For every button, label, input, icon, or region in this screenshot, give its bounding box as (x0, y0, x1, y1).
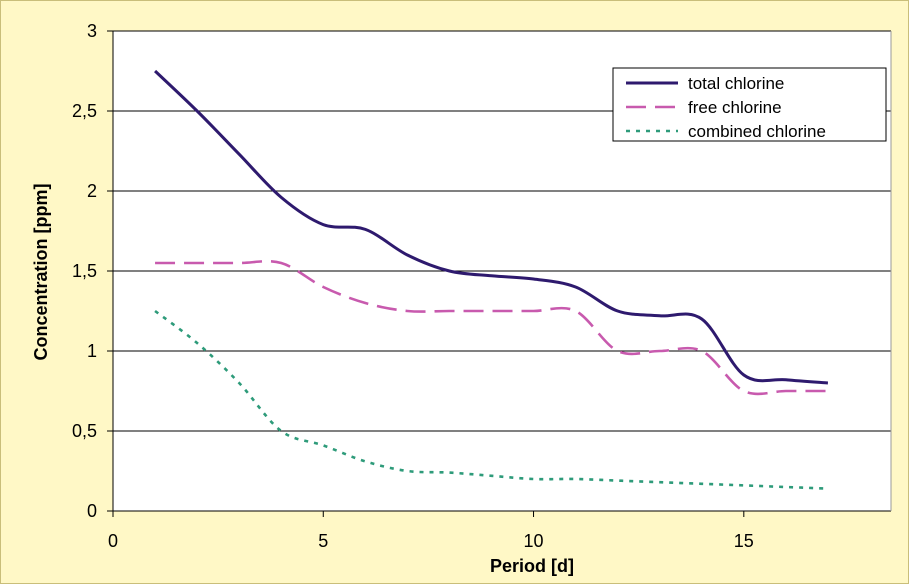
y-axis-title: Concentration [ppm] (31, 184, 51, 361)
y-tick-label: 1 (87, 341, 97, 361)
y-tick-label: 0 (87, 501, 97, 521)
legend-label-combined-chlorine: combined chlorine (688, 122, 826, 141)
axes (107, 30, 892, 517)
legend-box (612, 67, 887, 142)
legend-items: total chlorine free chlorine combined chlo… (626, 74, 826, 141)
y-tick-label: 2 (87, 181, 97, 201)
legend-label-total-chlorine: total chlorine (688, 74, 784, 93)
x-tick-label: 10 (524, 531, 544, 551)
series-line-combined-chlorine (154, 309, 828, 490)
series-line-total-chlorine (154, 69, 829, 385)
legend-label-free-chlorine: free chlorine (688, 98, 782, 117)
series-group (154, 69, 829, 490)
series-line-free-chlorine (155, 259, 828, 396)
x-tick-label: 5 (318, 531, 328, 551)
y-tick-label: 0,5 (72, 421, 97, 441)
legend: total chlorine free chlorine combined chlo… (612, 67, 887, 142)
y-tick-label: 1,5 (72, 261, 97, 281)
x-tick-label: 15 (734, 531, 754, 551)
y-tick-label: 3 (87, 21, 97, 41)
y-tick-label: 2,5 (72, 101, 97, 121)
tick-labels: 0 0,5 1 1,5 2 2,5 3 0 5 10 15 (72, 21, 754, 551)
x-tick-label: 0 (108, 531, 118, 551)
x-axis-title: Period [d] (490, 556, 574, 576)
